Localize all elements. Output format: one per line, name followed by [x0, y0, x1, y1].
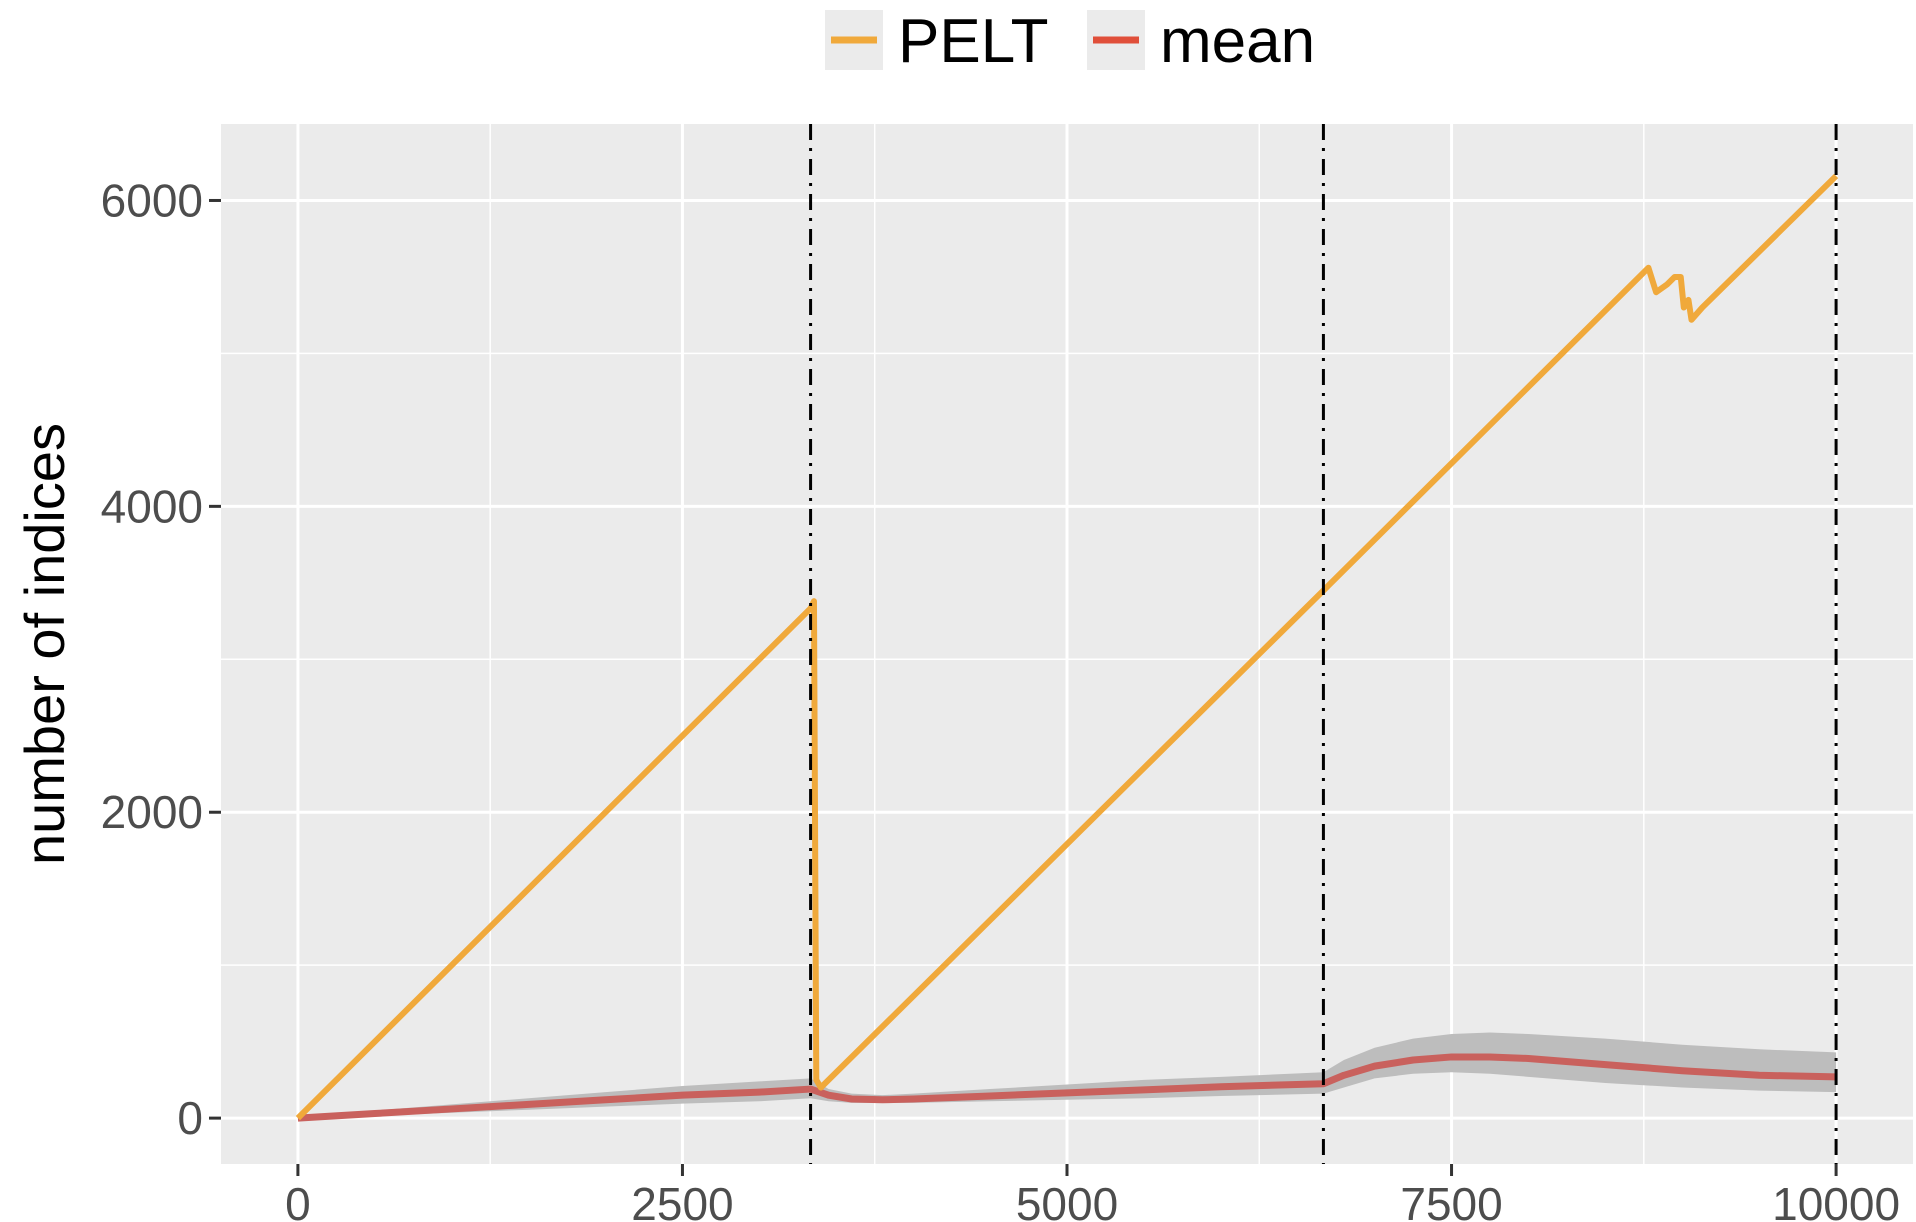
legend-label-mean: mean [1160, 7, 1315, 76]
x-tick-label: 2500 [631, 1178, 733, 1222]
legend: PELT mean [825, 7, 1315, 76]
x-tick-label: 7500 [1400, 1178, 1502, 1222]
x-tick-label: 0 [285, 1178, 311, 1222]
x-tick-label: 5000 [1016, 1178, 1118, 1222]
y-tick-label: 2000 [101, 786, 203, 838]
y-axis-ticks: 0 2000 4000 6000 [101, 174, 221, 1144]
mean-series-line [297, 1053, 1837, 1122]
y-axis-title: number of indices [13, 423, 76, 865]
x-axis-ticks: 0 2500 5000 7500 10000 [285, 1164, 1900, 1222]
changepoint-lines [809, 124, 1838, 1164]
y-tick-label: 0 [177, 1092, 203, 1144]
pelt-series-line [295, 173, 1839, 1121]
y-tick-label: 4000 [101, 480, 203, 532]
y-tick-label: 6000 [101, 174, 203, 226]
x-tick-label: 10000 [1772, 1178, 1900, 1222]
legend-label-pelt: PELT [898, 7, 1048, 76]
